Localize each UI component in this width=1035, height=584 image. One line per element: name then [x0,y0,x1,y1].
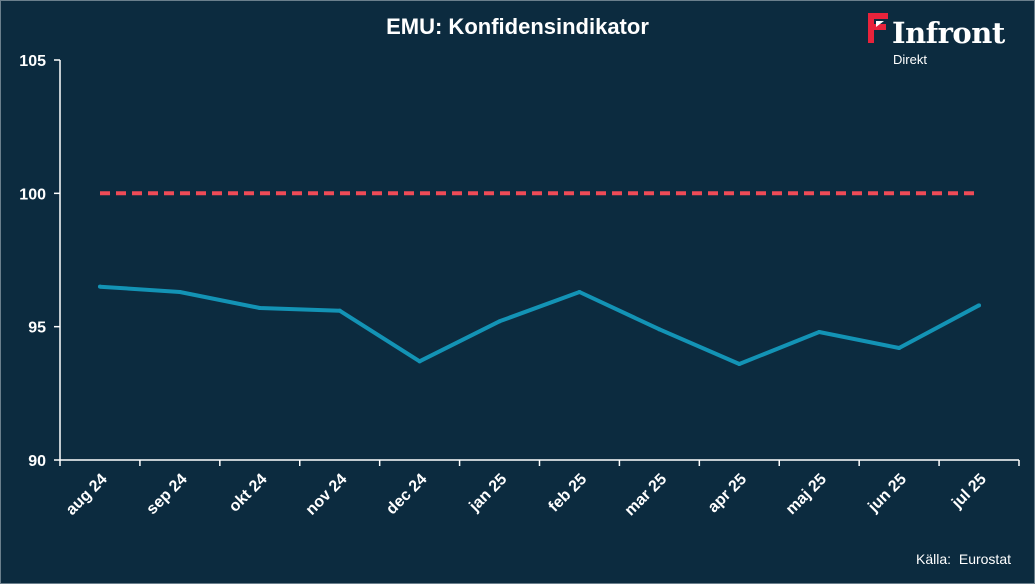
x-tick-label: jun 25 [865,471,910,516]
data-point [177,290,182,294]
data-point [817,330,822,334]
x-tick-label: nov 24 [303,471,351,519]
infront-logo-word: Infront [892,16,1005,50]
data-point [257,306,262,310]
chart-tick-labels: 90 95 100 105 aug 24 sep 24 okt 24 nov 24 dec 24… [19,53,990,519]
y-tick-label: 100 [19,186,46,203]
data-point [737,362,742,366]
x-tick-label: dec 24 [383,471,430,518]
x-tick-label: sep 24 [143,471,190,518]
y-tick-label: 105 [19,53,46,70]
chart-axes [54,59,1020,466]
data-point [577,290,582,294]
chart-title: EMU: Konfidensindikator [386,14,649,39]
data-point [497,319,502,324]
y-tick-label: 90 [28,453,46,470]
infront-logo-sub: Direkt [893,52,927,67]
infront-logo: Infront Direkt [866,12,1026,72]
source-note: Källa: Eurostat [916,551,1011,567]
series-line [99,284,980,366]
data-point [977,303,982,308]
source-value: Eurostat [958,551,1011,567]
x-tick-label: jul 25 [948,471,990,513]
infront-logo-mark-icon [868,13,888,43]
chart-series-layer [97,191,982,366]
data-point [657,327,662,332]
data-point [897,346,902,350]
x-tick-label: maj 25 [783,471,830,518]
data-point [337,308,342,313]
x-tick-label: mar 25 [622,471,671,520]
x-tick-label: apr 25 [705,471,750,516]
x-tick-label: okt 24 [226,471,271,516]
x-tick-label: jan 25 [466,471,511,516]
source-label: Källa: [916,551,952,567]
x-tick-label: feb 25 [546,471,591,516]
x-tick-label: aug 24 [63,471,111,519]
y-tick-label: 95 [28,320,46,337]
data-point [97,284,102,289]
data-point [417,359,422,364]
